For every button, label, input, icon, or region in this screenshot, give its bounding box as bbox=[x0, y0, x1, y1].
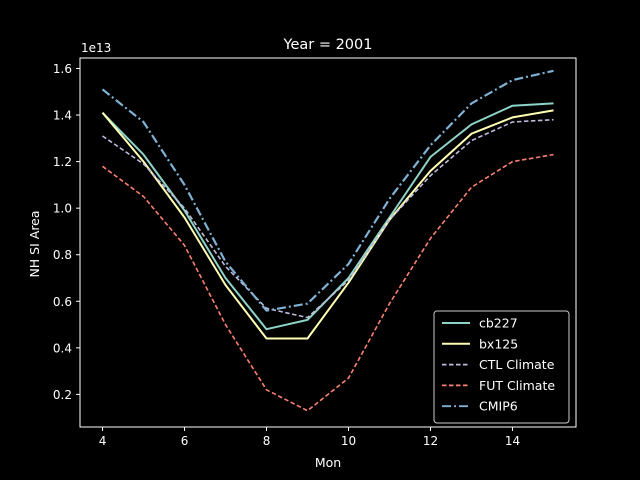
y-tick-label: 1.0 bbox=[53, 202, 72, 216]
y-tick-label: 0.4 bbox=[53, 341, 72, 355]
x-axis-label: Mon bbox=[315, 455, 341, 470]
legend-label: CTL Climate bbox=[479, 357, 555, 372]
series-line-ctl-climate bbox=[103, 120, 554, 318]
plot-area: 4 6 8 10 12 14 0.2 0.4 0.6 0.8 1.0 1.2 1.4 1.6 cb227 bx… bbox=[53, 58, 576, 448]
chart-title: Year = 2001 bbox=[283, 37, 373, 53]
y-tick-label: 1.4 bbox=[53, 109, 72, 123]
y-axis-label: NH SI Area bbox=[27, 210, 42, 277]
x-tick-label: 6 bbox=[181, 434, 189, 448]
y-tick-label: 1.6 bbox=[53, 62, 72, 76]
x-tick-label: 4 bbox=[99, 434, 107, 448]
y-tick-label: 0.2 bbox=[53, 388, 72, 402]
series-line-cb227 bbox=[103, 103, 554, 329]
y-tick-label: 0.8 bbox=[53, 248, 72, 262]
x-tick-label: 8 bbox=[263, 434, 271, 448]
x-tick-label: 14 bbox=[505, 434, 520, 448]
x-tick-label: 10 bbox=[341, 434, 356, 448]
legend-label: cb227 bbox=[479, 316, 518, 331]
legend-label: FUT Climate bbox=[479, 378, 555, 393]
series-line-bx125 bbox=[103, 110, 554, 338]
y-tick-label: 1.2 bbox=[53, 155, 72, 169]
chart-figure: Year = 2001 1e13 Mon NH SI Area 4 6 8 10 12 1… bbox=[0, 0, 640, 480]
axis-offset-label: 1e13 bbox=[81, 41, 111, 55]
x-tick-label: 12 bbox=[423, 434, 438, 448]
legend-label: bx125 bbox=[479, 336, 518, 351]
y-tick-label: 0.6 bbox=[53, 295, 72, 309]
legend: cb227 bx125 CTL Climate FUT Climate CMIP6 bbox=[434, 311, 569, 423]
legend-label: CMIP6 bbox=[479, 399, 518, 414]
